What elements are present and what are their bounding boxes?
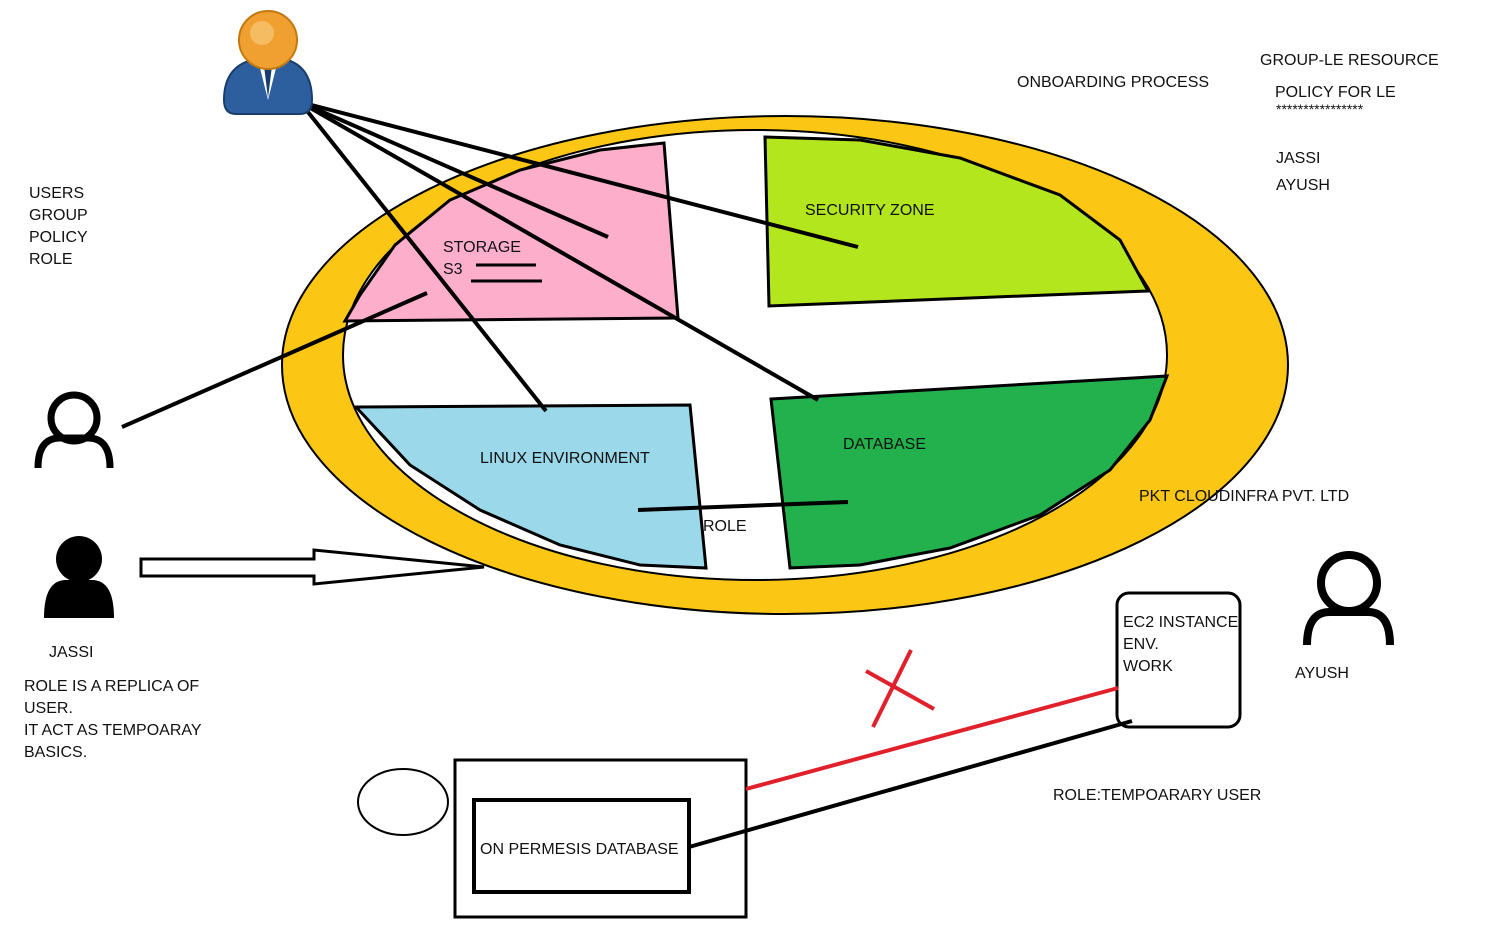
ec2-line-1: EC2 INSTANCE <box>1123 614 1238 631</box>
linux-env-label: LINUX ENVIRONMENT <box>480 450 650 467</box>
role-note-line-3: IT ACT AS TEMPOARAY <box>24 722 202 739</box>
company-label: PKT CLOUDINFRA PVT. LTD <box>1139 488 1349 505</box>
role-note-line-2: USER. <box>24 700 73 717</box>
linux-zone <box>352 403 708 570</box>
role-connection-line <box>688 719 1133 849</box>
ec2-instance-box <box>1115 591 1242 729</box>
ayush-label: AYUSH <box>1295 665 1349 682</box>
list-group: GROUP <box>29 207 88 224</box>
role-temp-label: ROLE:TEMPOARARY USER <box>1053 787 1261 804</box>
role-zone-label: ROLE <box>703 518 747 535</box>
person-outline-icon <box>1303 551 1394 646</box>
list-users: USERS <box>29 185 84 202</box>
stars-label: **************** <box>1276 101 1364 117</box>
jassi-label: JASSI <box>49 644 93 661</box>
user-connection-lines <box>298 100 859 413</box>
security-zone-label: SECURITY ZONE <box>805 202 935 219</box>
on-prem-ellipse <box>357 768 449 836</box>
database-label: DATABASE <box>843 436 926 453</box>
person-filled-icon <box>44 536 114 618</box>
role-note-line-1: ROLE IS A REPLICA OF <box>24 678 199 695</box>
role-note-line-4: BASICS. <box>24 744 87 761</box>
s3-label: S3 <box>443 261 463 278</box>
ec2-line-3: WORK <box>1123 658 1173 675</box>
policy-label: POLICY FOR LE <box>1275 84 1396 101</box>
note-name-jassi: JASSI <box>1276 150 1320 167</box>
ec2-line-2: ENV. <box>1123 636 1159 653</box>
storage-zone <box>342 141 680 323</box>
red-cross-icon <box>865 649 935 728</box>
blocked-connection-line <box>745 686 1119 791</box>
database-zone <box>769 374 1170 570</box>
role-line <box>637 500 849 512</box>
list-policy: POLICY <box>29 229 88 246</box>
on-prem-db-label: ON PERMESIS DATABASE <box>480 841 679 858</box>
security-zone <box>763 135 1151 308</box>
note-name-ayush: AYUSH <box>1276 177 1330 194</box>
person-to-storage-line <box>121 291 428 429</box>
hollow-arrow-icon <box>139 548 485 586</box>
storage-label: STORAGE <box>443 239 521 256</box>
person-outline-icon <box>34 391 114 469</box>
business-user-icon <box>222 10 314 115</box>
group-resource-label: GROUP-LE RESOURCE <box>1260 52 1439 69</box>
list-role: ROLE <box>29 251 73 268</box>
onboarding-label: ONBOARDING PROCESS <box>1017 74 1209 91</box>
